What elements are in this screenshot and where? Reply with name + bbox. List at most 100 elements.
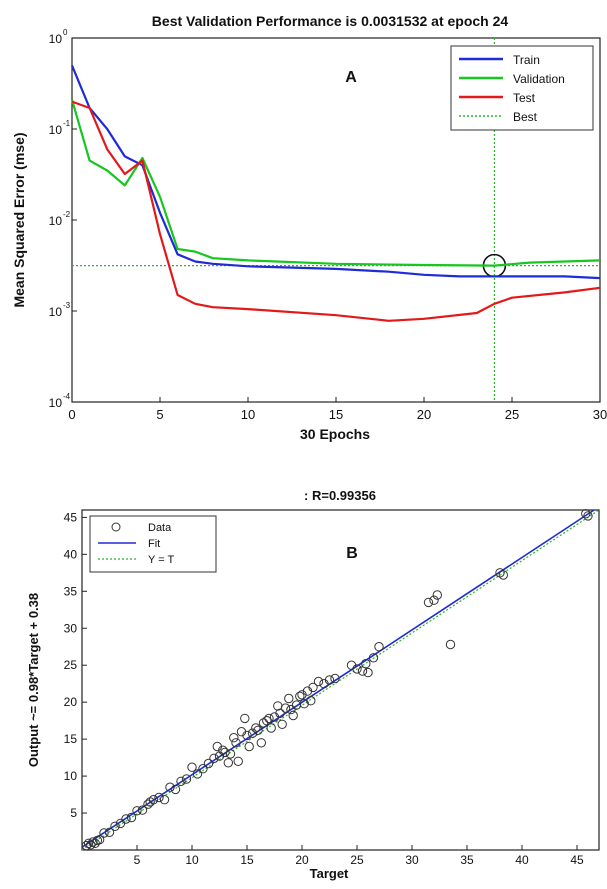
performance-chart: Best Validation Performance is 0.0031532… <box>11 13 607 442</box>
y-tick-label: 10 <box>49 305 63 319</box>
y-tick-label: 30 <box>64 621 78 635</box>
data-point <box>363 667 373 678</box>
data-point <box>132 806 142 816</box>
data-point <box>242 730 252 741</box>
data-point <box>165 782 175 792</box>
data-point <box>330 673 340 684</box>
y-tick-exponent: -3 <box>63 301 71 310</box>
data-point <box>209 753 219 763</box>
data-point <box>275 708 285 718</box>
data-point <box>126 812 137 823</box>
legend-label-train: Train <box>513 53 540 67</box>
data-point <box>137 805 148 815</box>
x-tick-label: 0 <box>68 407 75 422</box>
x-tick-label: 15 <box>329 407 343 422</box>
data-point <box>220 747 230 758</box>
x-tick-label: 25 <box>350 853 364 867</box>
data-point <box>145 797 155 807</box>
y-tick-exponent: 0 <box>63 28 68 37</box>
x-tick-label: 40 <box>515 853 529 867</box>
x-tick-label: 30 <box>593 407 607 422</box>
legend-box <box>89 515 217 573</box>
y-tick-label: 25 <box>64 658 78 672</box>
y-tick-label: 20 <box>64 695 78 709</box>
data-point <box>192 769 203 779</box>
data-point <box>432 590 442 600</box>
performance-title: Best Validation Performance is 0.0031532… <box>152 13 509 29</box>
legend-label-best: Best <box>513 110 538 124</box>
performance-x-ticks: 0 5 10 15 20 25 30 <box>68 397 607 422</box>
data-point <box>99 828 109 838</box>
legend-label-validation: Validation <box>513 72 565 86</box>
regression-ylabel: Output ~= 0.98*Target + 0.38 <box>26 593 41 767</box>
y-tick-exponent: -2 <box>63 210 71 219</box>
regression-panel-label: B <box>346 545 358 562</box>
x-tick-label: 15 <box>240 853 254 867</box>
data-point <box>581 509 591 519</box>
x-tick-label: 10 <box>185 853 199 867</box>
x-tick-label: 25 <box>505 407 519 422</box>
data-point <box>159 795 170 805</box>
legend-label-fit: Fit <box>148 538 160 550</box>
series-test-line <box>71 100 601 322</box>
y-tick-label: 10 <box>49 123 63 137</box>
data-point <box>244 741 254 752</box>
data-point <box>308 682 318 693</box>
data-point <box>264 713 274 724</box>
legend-label-data: Data <box>148 522 172 534</box>
regression-legend: Data Fit Y = T <box>89 515 217 573</box>
performance-panel-label: A <box>345 69 357 86</box>
regression-x-ticks: 5 10 15 20 25 30 35 40 45 <box>134 845 584 867</box>
performance-ylabel: Mean Squared Error (mse) <box>11 132 27 307</box>
y-tick-label: 10 <box>49 32 63 46</box>
data-point <box>104 827 115 837</box>
x-tick-label: 45 <box>570 853 584 867</box>
regression-y-ticks: 5 10 15 20 25 30 35 40 45 <box>64 510 87 820</box>
data-point <box>299 699 309 709</box>
data-point <box>277 719 287 729</box>
data-point <box>225 749 236 759</box>
performance-legend: Train Validation Test Best <box>450 45 594 131</box>
data-point <box>187 762 197 772</box>
y-tick-label: 10 <box>64 769 78 783</box>
data-point <box>498 570 508 580</box>
regression-xlabel: Target <box>310 866 349 881</box>
data-point <box>229 733 239 743</box>
y-tick-label: 15 <box>64 732 78 746</box>
data-point <box>154 792 164 803</box>
data-point <box>247 728 258 738</box>
performance-xlabel: 30 Epochs <box>300 426 370 442</box>
y-tick-label: 40 <box>64 547 78 561</box>
x-tick-label: 10 <box>241 407 255 422</box>
data-point <box>429 595 439 605</box>
y-tick-label: 45 <box>64 510 78 524</box>
y-tick-label: 35 <box>64 584 78 598</box>
x-tick-label: 5 <box>156 407 163 422</box>
data-point <box>148 795 159 805</box>
data-point <box>288 710 298 721</box>
data-point <box>374 642 384 652</box>
data-point <box>121 814 131 824</box>
data-point <box>181 774 192 784</box>
legend-box <box>450 45 594 131</box>
regression-title: : R=0.99356 <box>304 488 376 503</box>
data-point <box>352 664 362 674</box>
data-point <box>86 840 96 850</box>
data-point <box>203 758 214 769</box>
identity-line <box>81 509 600 851</box>
x-tick-label: 30 <box>405 853 419 867</box>
legend-label-y-t: Y = T <box>148 554 174 566</box>
legend-label-test: Test <box>513 91 536 105</box>
y-tick-exponent: -1 <box>63 119 71 128</box>
y-tick-exponent: -4 <box>63 392 71 401</box>
data-point <box>313 676 324 687</box>
x-tick-label: 5 <box>134 853 141 867</box>
legend-swatch-data <box>111 522 121 532</box>
data-point <box>88 837 98 847</box>
data-point <box>324 675 335 685</box>
data-point <box>170 784 181 795</box>
data-point <box>361 659 371 669</box>
